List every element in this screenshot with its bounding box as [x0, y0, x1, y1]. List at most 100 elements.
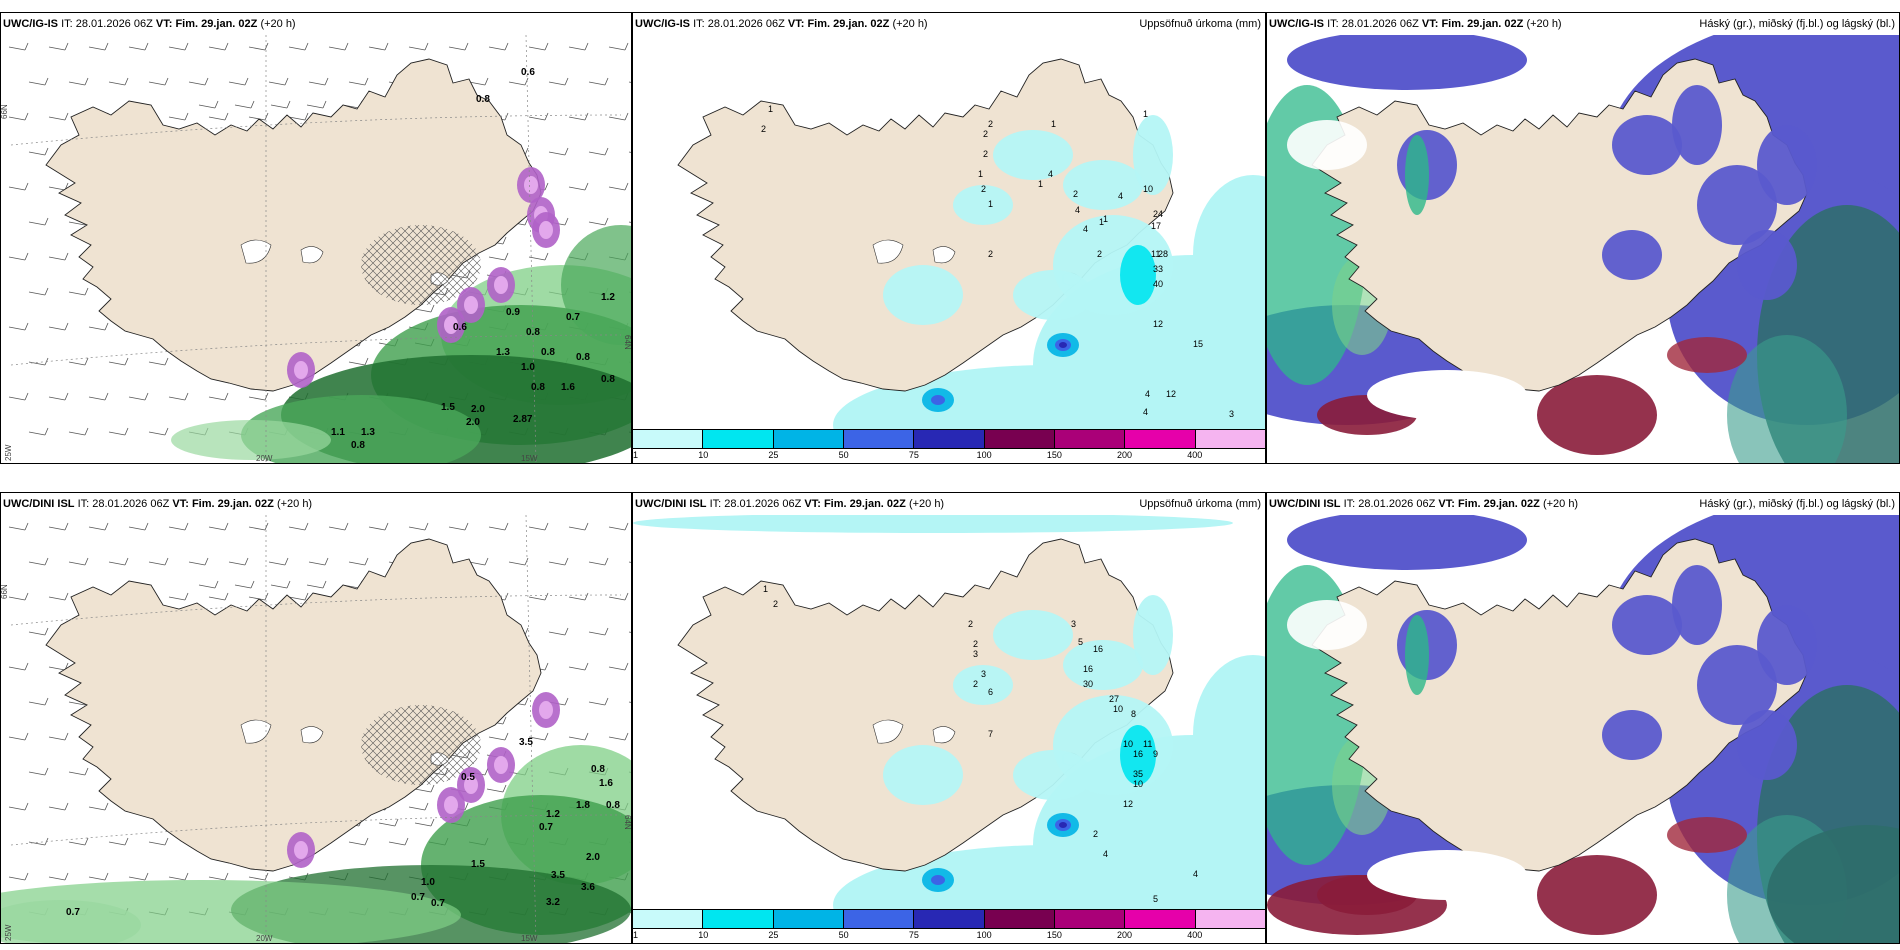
it-label: IT: [61, 18, 73, 30]
lead-time: (+20 h) [892, 18, 928, 30]
precip-value-label: 10 [1113, 704, 1123, 714]
gust-label: 1.5 [441, 402, 455, 413]
panel-title: Uppsöfnuð úrkoma (mm) [1139, 18, 1261, 30]
lon-label: 20W [256, 454, 273, 463]
scale-swatch [984, 430, 1055, 448]
model-name: UWC/DINI ISL [3, 498, 75, 510]
precip-value-label: 17 [1151, 221, 1161, 231]
panel-header: UWC/DINI ISL IT: 28.01.2026 06Z VT: Fim.… [1267, 493, 1899, 515]
precip-value-label: 24 [1153, 209, 1163, 219]
map-panel-clouds-ig: UWC/IG-IS IT: 28.01.2026 06Z VT: Fim. 29… [1266, 12, 1900, 464]
precip-value-label: 1 [978, 169, 983, 179]
precip-value-label: 3 [1071, 619, 1076, 629]
precip-value-label: 2 [981, 184, 986, 194]
gust-label: 0.7 [566, 312, 580, 323]
precip-value-label: 1 [1051, 119, 1056, 129]
precip-value-label: 2 [988, 119, 993, 129]
scale-swatch [914, 430, 985, 448]
precip-value-label: 3 [973, 649, 978, 659]
precip-scale-labels: 1 10 25 50 75 100 150 200 400 [633, 929, 1265, 943]
gust-label: 1.1 [331, 427, 345, 438]
gust-label: 1.3 [361, 427, 375, 438]
precip-value-label: 1 [1103, 214, 1108, 224]
gust-label: 0.8 [541, 347, 555, 358]
gust-label: 3.5 [519, 737, 533, 748]
gust-label: 2.0 [586, 852, 600, 863]
scale-swatch [1054, 910, 1126, 928]
precip-color-scale [633, 429, 1265, 449]
scale-label: 50 [838, 450, 849, 460]
valid-time: Fim. 29.jan. 02Z [175, 18, 258, 30]
scale-label: 150 [1046, 930, 1062, 940]
model-name: UWC/DINI ISL [635, 498, 707, 510]
precip-value-label: 2 [983, 149, 988, 159]
scale-label: 100 [976, 930, 992, 940]
precip-color-scale [633, 909, 1265, 929]
panel-header: UWC/IG-IS IT: 28.01.2026 06Z VT: Fim. 29… [1267, 13, 1899, 35]
model-name: UWC/IG-IS [635, 18, 690, 30]
precip-value-label: 2 [1073, 189, 1078, 199]
it-label: IT: [693, 18, 705, 30]
scale-swatch [984, 910, 1055, 928]
panel-header: UWC/IG-IS IT: 28.01.2026 06Z VT: Fim. 29… [1, 13, 631, 35]
gust-label: 1.6 [561, 382, 575, 393]
scale-label: 200 [1117, 450, 1133, 460]
scale-label: 100 [976, 450, 992, 460]
gust-label: 3.5 [551, 870, 565, 881]
panel-header: UWC/DINI ISL IT: 28.01.2026 06Z VT: Fim.… [633, 493, 1265, 515]
precip-value-label: 16 [1083, 664, 1093, 674]
valid-time: Fim. 29.jan. 02Z [1441, 18, 1524, 30]
precip-value-label: 3 [981, 669, 986, 679]
init-time: 28.01.2026 06Z [1358, 498, 1436, 510]
scale-swatch [1195, 430, 1265, 448]
precip-value-label: 4 [1075, 205, 1080, 215]
gust-label: 0.8 [576, 352, 590, 363]
precip-value-label: 6 [988, 687, 993, 697]
it-label: IT: [77, 498, 90, 510]
gust-label: 0.8 [476, 94, 490, 105]
precip-value-label: 1 [768, 104, 773, 114]
precip-value-label: 4 [1083, 224, 1088, 234]
vt-label: VT: [804, 498, 821, 510]
gust-label: 2.0 [466, 417, 480, 428]
gust-label: 0.7 [431, 898, 445, 909]
gust-label: 0.8 [601, 374, 615, 385]
panel-title: Uppsöfnuð úrkoma (mm) [1139, 498, 1261, 510]
map-panel-precip-ig: UWC/IG-IS IT: 28.01.2026 06Z VT: Fim. 29… [632, 12, 1266, 464]
precip-value-label: 2 [988, 249, 993, 259]
lon-label: 15W [521, 454, 538, 463]
precip-value-label: 27 [1109, 694, 1119, 704]
gust-label: 3.6 [581, 882, 595, 893]
map-panel-wind-dini: UWC/DINI ISL IT: 28.01.2026 06Z VT: Fim.… [0, 492, 632, 944]
precip-value-label: 12 [1123, 799, 1133, 809]
scale-label: 400 [1187, 930, 1203, 940]
precip-value-label: 5 [1078, 637, 1083, 647]
precip-map: 12 22212121412442114102417112833401215124… [677, 58, 1265, 433]
precip-value-label: 16 [1093, 644, 1103, 654]
scale-label: 75 [908, 450, 919, 460]
precip-value-label: 12 [1166, 389, 1176, 399]
precip-value-label: 2 [983, 129, 988, 139]
model-name: UWC/IG-IS [1269, 18, 1324, 30]
gust-label: 0.8 [591, 764, 605, 775]
precip-value-label: 4 [1193, 869, 1198, 879]
precip-value-label: 1 [988, 199, 993, 209]
gust-label: 1.3 [496, 347, 510, 358]
gust-label: 1.6 [599, 778, 613, 789]
precip-value-label: 4 [1048, 169, 1053, 179]
gust-label: 0.6 [453, 322, 467, 333]
lon-label: 25W [4, 924, 13, 941]
precip-value-label: 33 [1153, 264, 1163, 274]
lead-time: (+20 h) [276, 498, 313, 510]
precip-value-label: 1 [1143, 109, 1148, 119]
gust-label: 0.8 [351, 440, 365, 451]
gust-label: 0.7 [539, 822, 553, 833]
panel-header: UWC/DINI ISL IT: 28.01.2026 06Z VT: Fim.… [1, 493, 631, 515]
init-time: 28.01.2026 06Z [92, 498, 170, 510]
cloud-map [1267, 515, 1899, 943]
precip-value-label: 4 [1103, 849, 1108, 859]
valid-time: Fim. 29.jan. 02Z [1457, 498, 1540, 510]
panel-title: Háský (gr.), miðský (fj.bl.) og lágský (… [1699, 18, 1895, 30]
precip-value-label: 15 [1193, 339, 1203, 349]
